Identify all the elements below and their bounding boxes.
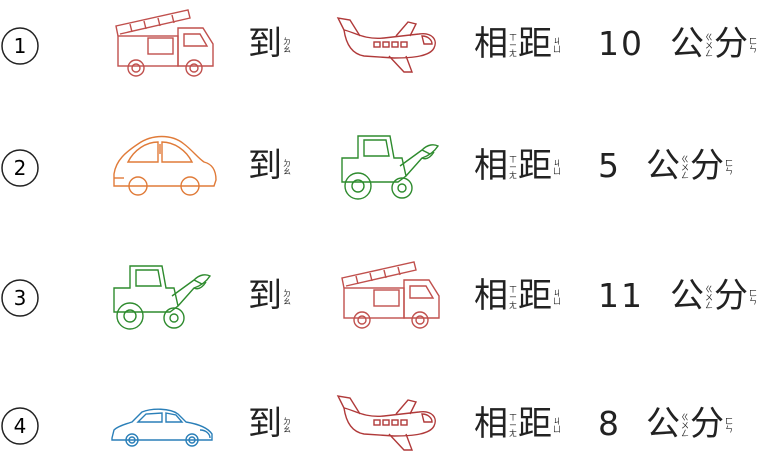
question-row-3: 3 到ㄉㄠ 相ㄒㄧㄤ距ㄐㄩ 11 公ㄍㄨㄥ分ㄈㄣ bbox=[0, 260, 758, 340]
word-gongfen: 公ㄍㄨㄥ分ㄈㄣ bbox=[646, 404, 733, 444]
fire-truck-icon bbox=[334, 260, 444, 336]
airplane-icon bbox=[334, 10, 444, 86]
distance-value: 8 bbox=[598, 404, 621, 443]
svg-text:4: 4 bbox=[14, 414, 27, 438]
question-row-4: 4 到ㄉㄠ 相ㄒㄧㄤ距ㄐㄩ 8 公ㄍㄨㄥ分ㄈㄣ bbox=[0, 388, 758, 468]
distance-value: 10 bbox=[598, 24, 644, 63]
tractor-icon bbox=[334, 130, 444, 206]
svg-text:2: 2 bbox=[14, 156, 27, 180]
svg-text:1: 1 bbox=[14, 34, 27, 58]
word-xiangju: 相ㄒㄧㄤ距ㄐㄩ bbox=[474, 404, 561, 444]
question-row-1: 1 到ㄉㄠ 相ㄒㄧㄤ距ㄐㄩ 10 公ㄍㄨㄥ分ㄈㄣ bbox=[0, 8, 758, 88]
fire-truck-icon bbox=[108, 8, 218, 84]
word-dao: 到ㄉㄠ bbox=[248, 24, 291, 64]
word-dao: 到ㄉㄠ bbox=[248, 146, 291, 186]
word-gongfen: 公ㄍㄨㄥ分ㄈㄣ bbox=[670, 276, 757, 316]
word-dao: 到ㄉㄠ bbox=[248, 404, 291, 444]
word-dao: 到ㄉㄠ bbox=[248, 276, 291, 316]
question-row-2: 2 到ㄉㄠ 相ㄒㄧㄤ距ㄐㄩ 5 公ㄍㄨㄥ分ㄈㄣ bbox=[0, 130, 758, 210]
word-gongfen: 公ㄍㄨㄥ分ㄈㄣ bbox=[670, 24, 757, 64]
airplane-icon bbox=[334, 388, 444, 464]
tractor-icon bbox=[106, 260, 216, 336]
word-gongfen: 公ㄍㄨㄥ分ㄈㄣ bbox=[646, 146, 733, 186]
word-xiangju: 相ㄒㄧㄤ距ㄐㄩ bbox=[474, 24, 561, 64]
circled-number-2: 2 bbox=[0, 148, 40, 188]
distance-value: 11 bbox=[598, 276, 644, 315]
svg-text:3: 3 bbox=[14, 286, 27, 310]
word-xiangju: 相ㄒㄧㄤ距ㄐㄩ bbox=[474, 276, 561, 316]
sports-car-icon bbox=[108, 392, 218, 468]
car-icon bbox=[108, 130, 218, 206]
distance-value: 5 bbox=[598, 146, 621, 185]
circled-number-1: 1 bbox=[0, 26, 40, 66]
circled-number-3: 3 bbox=[0, 278, 40, 318]
word-xiangju: 相ㄒㄧㄤ距ㄐㄩ bbox=[474, 146, 561, 186]
circled-number-4: 4 bbox=[0, 406, 40, 446]
